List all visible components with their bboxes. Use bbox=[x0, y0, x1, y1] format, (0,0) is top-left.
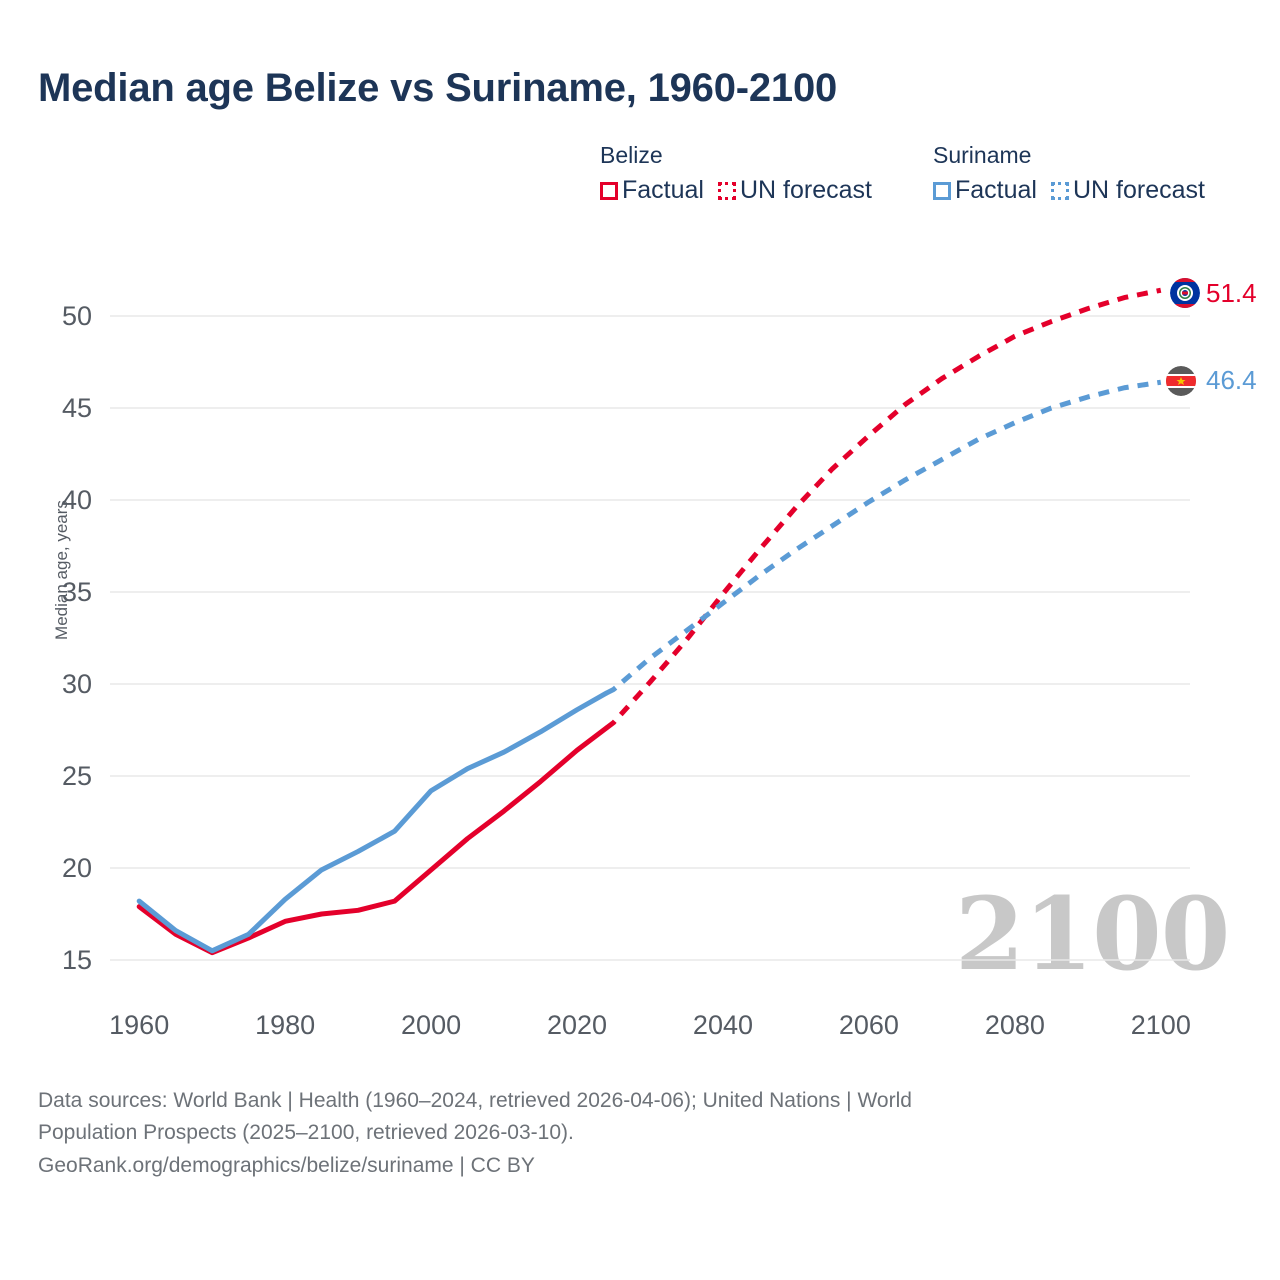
legend-label-suriname-forecast: UN forecast bbox=[1072, 176, 1205, 204]
legend-item-suriname-forecast[interactable]: UN forecast bbox=[1050, 176, 1205, 205]
footer-line-2: Population Prospects (2025–2100, retriev… bbox=[38, 1121, 574, 1145]
svg-text:2000: 2000 bbox=[401, 1010, 461, 1040]
belize-end-value: 51.4 bbox=[1206, 278, 1257, 308]
footer-line-1: Data sources: World Bank | Health (1960–… bbox=[38, 1089, 912, 1112]
svg-text:35: 35 bbox=[62, 577, 92, 607]
legend-item-belize-forecast[interactable]: UN forecast bbox=[717, 176, 872, 205]
belize-flag-icon bbox=[1170, 278, 1200, 308]
svg-text:50: 50 bbox=[62, 301, 92, 331]
gridlines bbox=[110, 315, 1190, 961]
svg-text:45: 45 bbox=[62, 393, 92, 423]
y-axis-tick-labels: 15 20 25 30 35 40 45 50 bbox=[62, 301, 92, 975]
svg-text:2080: 2080 bbox=[985, 1010, 1045, 1040]
legend-swatch-dotted-icon bbox=[1050, 181, 1069, 200]
legend-swatch-solid-icon bbox=[600, 181, 618, 200]
svg-text:30: 30 bbox=[62, 669, 92, 699]
suriname-end-value: 46.4 bbox=[1206, 365, 1257, 395]
series-lines bbox=[136, 287, 1162, 956]
series-line-forecast-suriname bbox=[605, 379, 1162, 696]
footer-sources: Data sources: World Bank | Health (1960–… bbox=[38, 1086, 1218, 1183]
series-line-factual-belize bbox=[136, 725, 609, 956]
svg-text:40: 40 bbox=[62, 485, 92, 515]
svg-text:2100: 2100 bbox=[1131, 1010, 1191, 1040]
x-axis-tick-labels: 1960 1980 2000 2020 2040 2060 2080 2100 bbox=[109, 1010, 1191, 1040]
legend-item-belize-factual[interactable]: Factual bbox=[600, 176, 704, 205]
svg-text:25: 25 bbox=[62, 761, 92, 791]
line-chart: 15 20 25 30 35 40 45 50 1960 1980 2000 2020 2040 206… bbox=[62, 287, 1191, 1040]
legend-label-belize-factual: Factual bbox=[622, 176, 704, 204]
svg-text:1980: 1980 bbox=[255, 1010, 315, 1040]
svg-text:2040: 2040 bbox=[693, 1010, 753, 1040]
svg-text:1960: 1960 bbox=[109, 1010, 169, 1040]
legend-label-suriname-factual: Factual bbox=[955, 176, 1037, 204]
svg-text:2060: 2060 bbox=[839, 1010, 899, 1040]
legend-country-belize: Belize bbox=[600, 142, 663, 168]
legend-group-suriname: Suriname Factual UN forecast bbox=[933, 142, 1205, 205]
footer-line-3[interactable]: GeoRank.org/demographics/belize/suriname… bbox=[38, 1153, 535, 1177]
suriname-flag-icon bbox=[1166, 366, 1196, 396]
year-watermark: 2100 bbox=[955, 875, 1230, 993]
legend-label-belize-forecast: UN forecast bbox=[739, 176, 872, 204]
chart-legend: Belize Factual UN forecast Suriname Fact… bbox=[600, 142, 1260, 224]
series-line-forecast-belize bbox=[604, 287, 1162, 731]
legend-swatch-dotted-icon bbox=[717, 181, 736, 200]
series-line-factual-suriname bbox=[136, 690, 609, 954]
svg-text:15: 15 bbox=[62, 945, 92, 975]
svg-text:2020: 2020 bbox=[547, 1010, 607, 1040]
legend-country-suriname: Suriname bbox=[933, 142, 1032, 168]
legend-item-suriname-factual[interactable]: Factual bbox=[933, 176, 1037, 205]
page-title: Median age Belize vs Suriname, 1960-2100 bbox=[38, 66, 838, 110]
legend-swatch-solid-icon bbox=[933, 181, 951, 200]
plot-area: Median age, years 2100 15 20 25 30 35 40 45 50 … bbox=[52, 278, 1257, 1040]
legend-group-belize: Belize Factual UN forecast bbox=[600, 142, 872, 205]
svg-text:20: 20 bbox=[62, 853, 92, 883]
